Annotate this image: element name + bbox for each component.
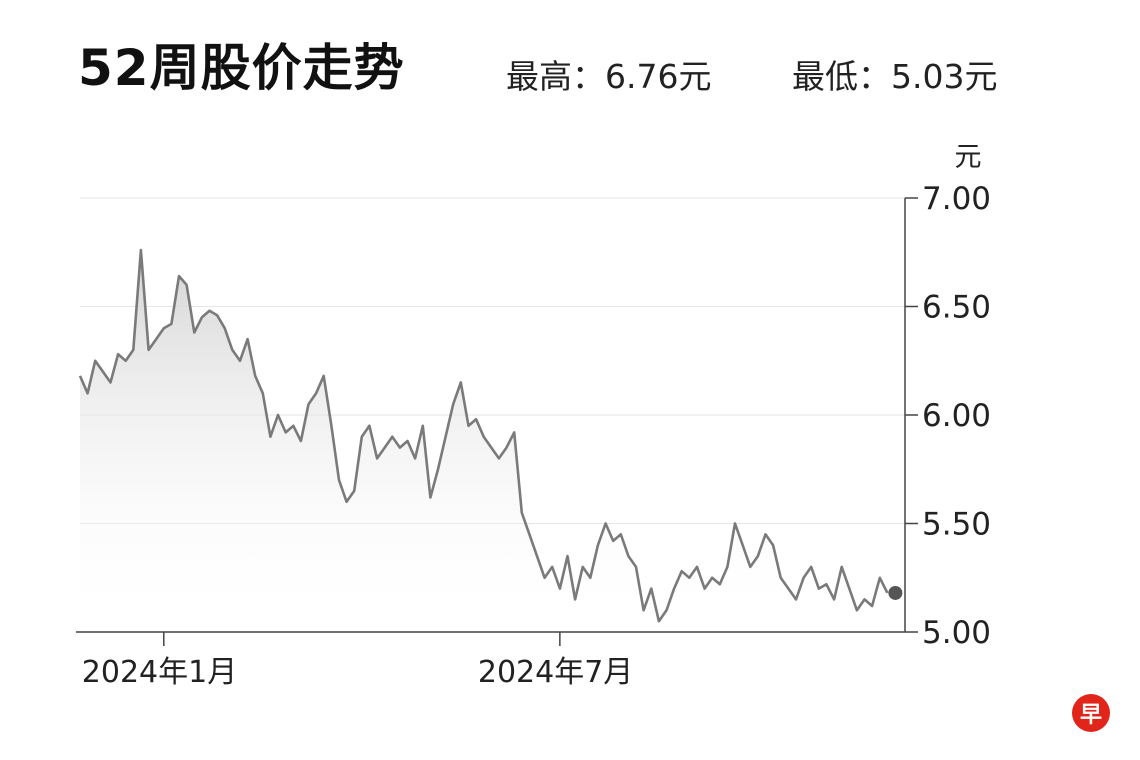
brand-logo-text: 早	[1079, 703, 1102, 728]
y-tick-label: 7.00	[922, 181, 991, 217]
y-axis-unit: 元	[955, 142, 982, 173]
axes: 5.00 5.50 6.00 6.50 7.00 2024年1月 2024年7月	[76, 181, 991, 690]
low-price-stat: 最低：5.03元	[792, 57, 998, 96]
y-tick-label: 6.00	[922, 398, 991, 434]
y-tick-label: 5.50	[922, 507, 991, 543]
chart-title: 52周股价走势	[78, 39, 405, 97]
last-price-marker	[888, 585, 903, 600]
x-tick-label: 2024年7月	[478, 655, 633, 690]
y-tick-label: 6.50	[922, 290, 991, 326]
x-tick-label: 2024年1月	[82, 655, 237, 690]
y-tick-label: 5.00	[922, 615, 991, 651]
price-line	[78, 248, 889, 623]
chart-header: 52周股价走势 最高：6.76元 最低：5.03元	[0, 0, 1140, 120]
brand-logo: 早	[1072, 694, 1110, 732]
high-price-stat: 最高：6.76元	[506, 57, 712, 96]
price-area-fill	[80, 250, 888, 632]
